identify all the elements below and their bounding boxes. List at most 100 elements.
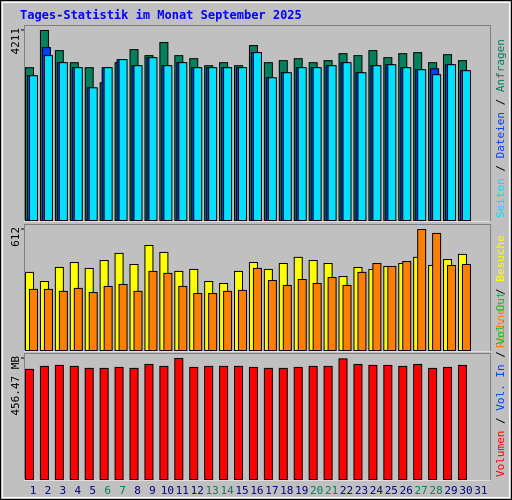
bar [263, 367, 273, 480]
bar [144, 363, 154, 480]
x-tick-label: 5 [89, 484, 96, 497]
bar [387, 64, 397, 222]
bar [252, 267, 262, 351]
x-tick-label: 20 [310, 484, 323, 497]
y-tick-label: 456.47 MB [9, 356, 22, 416]
bar [461, 263, 471, 351]
bar [312, 282, 322, 352]
bar [103, 67, 113, 221]
legend: Volumen / Vol. In / Vol. Out [494, 292, 507, 477]
bar [39, 365, 49, 481]
bar [223, 290, 233, 351]
bar [297, 279, 307, 351]
bar [372, 263, 382, 351]
legend-entry: Vol. In [494, 364, 507, 410]
x-tick-label: 3 [60, 484, 67, 497]
x-tick-label: 21 [325, 484, 338, 497]
bar [88, 87, 98, 221]
x-tick-label: 13 [206, 484, 219, 497]
bar [88, 292, 98, 351]
bar [368, 364, 378, 480]
bar [278, 367, 288, 480]
bar [163, 65, 173, 221]
bar [282, 72, 292, 221]
bar [402, 67, 412, 221]
bar [342, 284, 352, 351]
bar [103, 285, 113, 351]
bar [372, 65, 382, 221]
bar [417, 229, 427, 351]
bar [353, 363, 363, 480]
y-tick-label: 612 [9, 227, 22, 247]
x-tick-label: 12 [191, 484, 204, 497]
bar [58, 62, 68, 222]
bar [129, 367, 139, 480]
bar [312, 67, 322, 221]
bar [133, 65, 143, 221]
x-tick-label: 30 [459, 484, 472, 497]
bar [432, 74, 442, 221]
bar [99, 367, 109, 480]
bar [234, 365, 244, 481]
bar [327, 65, 337, 221]
legend-separator: / [494, 92, 507, 112]
bar [43, 288, 53, 351]
bar [174, 358, 184, 480]
x-tick-label: 22 [340, 484, 353, 497]
bar [73, 67, 83, 221]
bar [457, 364, 467, 480]
bar [204, 365, 214, 481]
y-tick-label: 4211 [9, 28, 22, 55]
x-tick-label: 24 [370, 484, 384, 497]
bar [163, 272, 173, 351]
legend: Rechner / Besuche [494, 235, 507, 348]
legend-entry: Volumen [494, 431, 507, 477]
bar [73, 287, 83, 352]
bar [208, 67, 218, 221]
bar [84, 367, 94, 480]
bar [238, 289, 248, 351]
legend-entry: Seiten [494, 178, 507, 218]
bar [193, 293, 203, 352]
bar [29, 75, 38, 222]
bar [148, 270, 158, 352]
x-tick-label: 16 [250, 484, 263, 497]
bar [148, 57, 158, 221]
bar [178, 62, 188, 222]
legend-entry: Vol. Out [494, 292, 507, 345]
x-tick-label: 2 [45, 484, 52, 497]
bar [219, 365, 229, 481]
bar [29, 288, 38, 351]
x-tick-label: 19 [295, 484, 308, 497]
legend-entry: Anfragen [494, 39, 507, 92]
bar [25, 368, 34, 481]
bar [323, 365, 333, 481]
bar [248, 366, 258, 481]
x-tick-label: 17 [265, 484, 278, 497]
bar [461, 70, 471, 221]
bar [327, 277, 337, 352]
bar [387, 265, 397, 352]
bar [443, 366, 453, 481]
bar [383, 364, 393, 480]
legend: Seiten / Dateien / Anfragen [494, 39, 507, 218]
bar [133, 290, 143, 351]
legend-entry: Dateien [494, 112, 507, 158]
bar [402, 261, 412, 352]
bar [58, 290, 68, 351]
x-tick-label: 4 [74, 484, 81, 497]
bar [338, 358, 348, 481]
x-tick-label: 28 [429, 484, 442, 497]
legend-separator: / [494, 411, 507, 431]
x-tick-label: 14 [220, 484, 234, 497]
bar [118, 59, 128, 221]
legend-separator: / [494, 282, 507, 302]
x-tick-label: 9 [149, 484, 156, 497]
bar [282, 284, 292, 351]
bar [428, 367, 438, 480]
bar [252, 52, 262, 221]
x-tick-label: 1 [30, 484, 37, 497]
